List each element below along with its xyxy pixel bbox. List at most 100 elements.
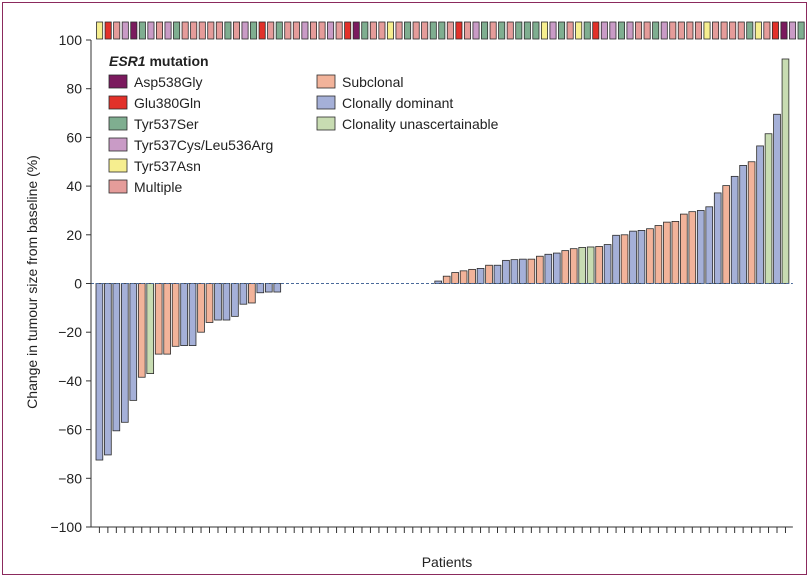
bar: [612, 234, 620, 284]
bar: [680, 213, 688, 284]
bar: [578, 247, 586, 284]
bar: [95, 283, 104, 461]
bar: [256, 283, 265, 294]
mutation-cell: [677, 21, 685, 40]
mutation-cell: [352, 21, 360, 40]
mutation-cell: [446, 21, 454, 40]
mutation-cell: [190, 21, 198, 40]
mutation-cell: [369, 21, 377, 40]
mutation-cell: [558, 21, 566, 40]
legend-label: Tyr537Asn: [134, 158, 201, 174]
mutation-cell: [361, 21, 369, 40]
mutation-cell: [292, 21, 300, 40]
mutation-cell: [703, 21, 711, 40]
bar: [781, 58, 790, 284]
mutation-cell: [498, 21, 506, 40]
mutation-cell: [395, 21, 403, 40]
legend: ESR1 mutation Asp538Gly Glu380Gln Tyr537Se…: [108, 53, 499, 195]
legend-title-gene: ESR1: [109, 53, 146, 69]
bar: [688, 211, 697, 284]
bar: [671, 221, 680, 284]
y-axis: 100 80 60 40 20 0 −20 −40 −60 −80 −100: [50, 32, 92, 535]
x-axis: [91, 526, 793, 533]
bar: [163, 283, 171, 355]
mutation-cell: [138, 21, 146, 40]
bar: [264, 283, 273, 293]
y-tick-label: 80: [66, 81, 82, 97]
legend-label: Multiple: [134, 179, 182, 195]
mutation-cell: [720, 21, 728, 40]
bar: [205, 283, 214, 323]
bar: [722, 185, 730, 284]
mutation-cell: [386, 21, 394, 40]
mutation-cell: [404, 21, 412, 40]
legend-label: Clonally dominant: [342, 95, 453, 111]
mutation-cell: [737, 21, 745, 40]
bar: [137, 283, 146, 378]
legend-label: Asp538Gly: [134, 74, 202, 90]
mutation-cell: [481, 21, 489, 40]
x-axis-label: Patients: [422, 554, 473, 570]
bar: [459, 270, 468, 284]
bar: [536, 255, 544, 284]
mutation-cell: [712, 21, 720, 40]
bar: [239, 283, 248, 305]
legend-swatch: [108, 137, 128, 152]
bar: [603, 244, 612, 284]
legend-swatch: [316, 116, 336, 131]
bar: [502, 259, 510, 284]
mutation-cell: [318, 21, 326, 40]
mutation-cell: [583, 21, 591, 40]
bar: [485, 264, 493, 284]
mutation-cell: [523, 21, 531, 40]
mutation-cell: [635, 21, 643, 40]
mutation-cell: [686, 21, 694, 40]
bar: [248, 283, 256, 304]
y-axis-label: Change in tumour size from baseline (%): [24, 155, 40, 409]
bar: [104, 283, 112, 456]
bar: [273, 283, 282, 293]
bar: [222, 283, 231, 321]
bar: [637, 230, 646, 284]
legend-label: Glu380Gln: [134, 95, 201, 111]
y-tick-label: 40: [66, 178, 82, 194]
bar: [705, 206, 714, 284]
legend-title-rest: mutation: [146, 53, 209, 69]
y-tick-label: −40: [58, 373, 82, 389]
y-tick-label: 20: [66, 227, 82, 243]
y-tick-label: 60: [66, 129, 82, 145]
mutation-cell: [181, 21, 189, 40]
bar: [561, 250, 570, 284]
y-tick-label: −80: [58, 470, 82, 486]
legend-swatch: [316, 74, 336, 89]
bar: [129, 283, 138, 401]
legend-swatch: [108, 95, 128, 110]
bar: [121, 283, 129, 423]
mutation-cell: [729, 21, 737, 40]
mutation-cell: [104, 21, 112, 40]
mutation-cell: [267, 21, 275, 40]
legend-label: Subclonal: [342, 74, 404, 90]
legend-label: Tyr537Cys/Leu536Arg: [134, 137, 273, 153]
mutation-cell: [754, 21, 762, 40]
bar: [756, 145, 764, 284]
bar: [620, 234, 629, 284]
bar: [764, 133, 773, 284]
mutation-cell: [463, 21, 471, 40]
bar: [154, 283, 163, 355]
bar: [231, 283, 239, 317]
y-tick-label: 0: [74, 276, 82, 292]
bar: [527, 258, 536, 284]
legend-swatch: [316, 95, 336, 110]
bar: [146, 283, 155, 374]
bar: [595, 246, 603, 284]
mutation-cell: [472, 21, 480, 40]
legend-label: Clonality unascertainable: [342, 116, 499, 132]
legend-swatch: [108, 158, 128, 173]
mutation-cell: [797, 21, 805, 40]
mutation-cell: [207, 21, 215, 40]
mutation-cell: [643, 21, 651, 40]
mutation-cell: [198, 21, 206, 40]
bars: [95, 58, 790, 461]
bar: [451, 272, 459, 284]
